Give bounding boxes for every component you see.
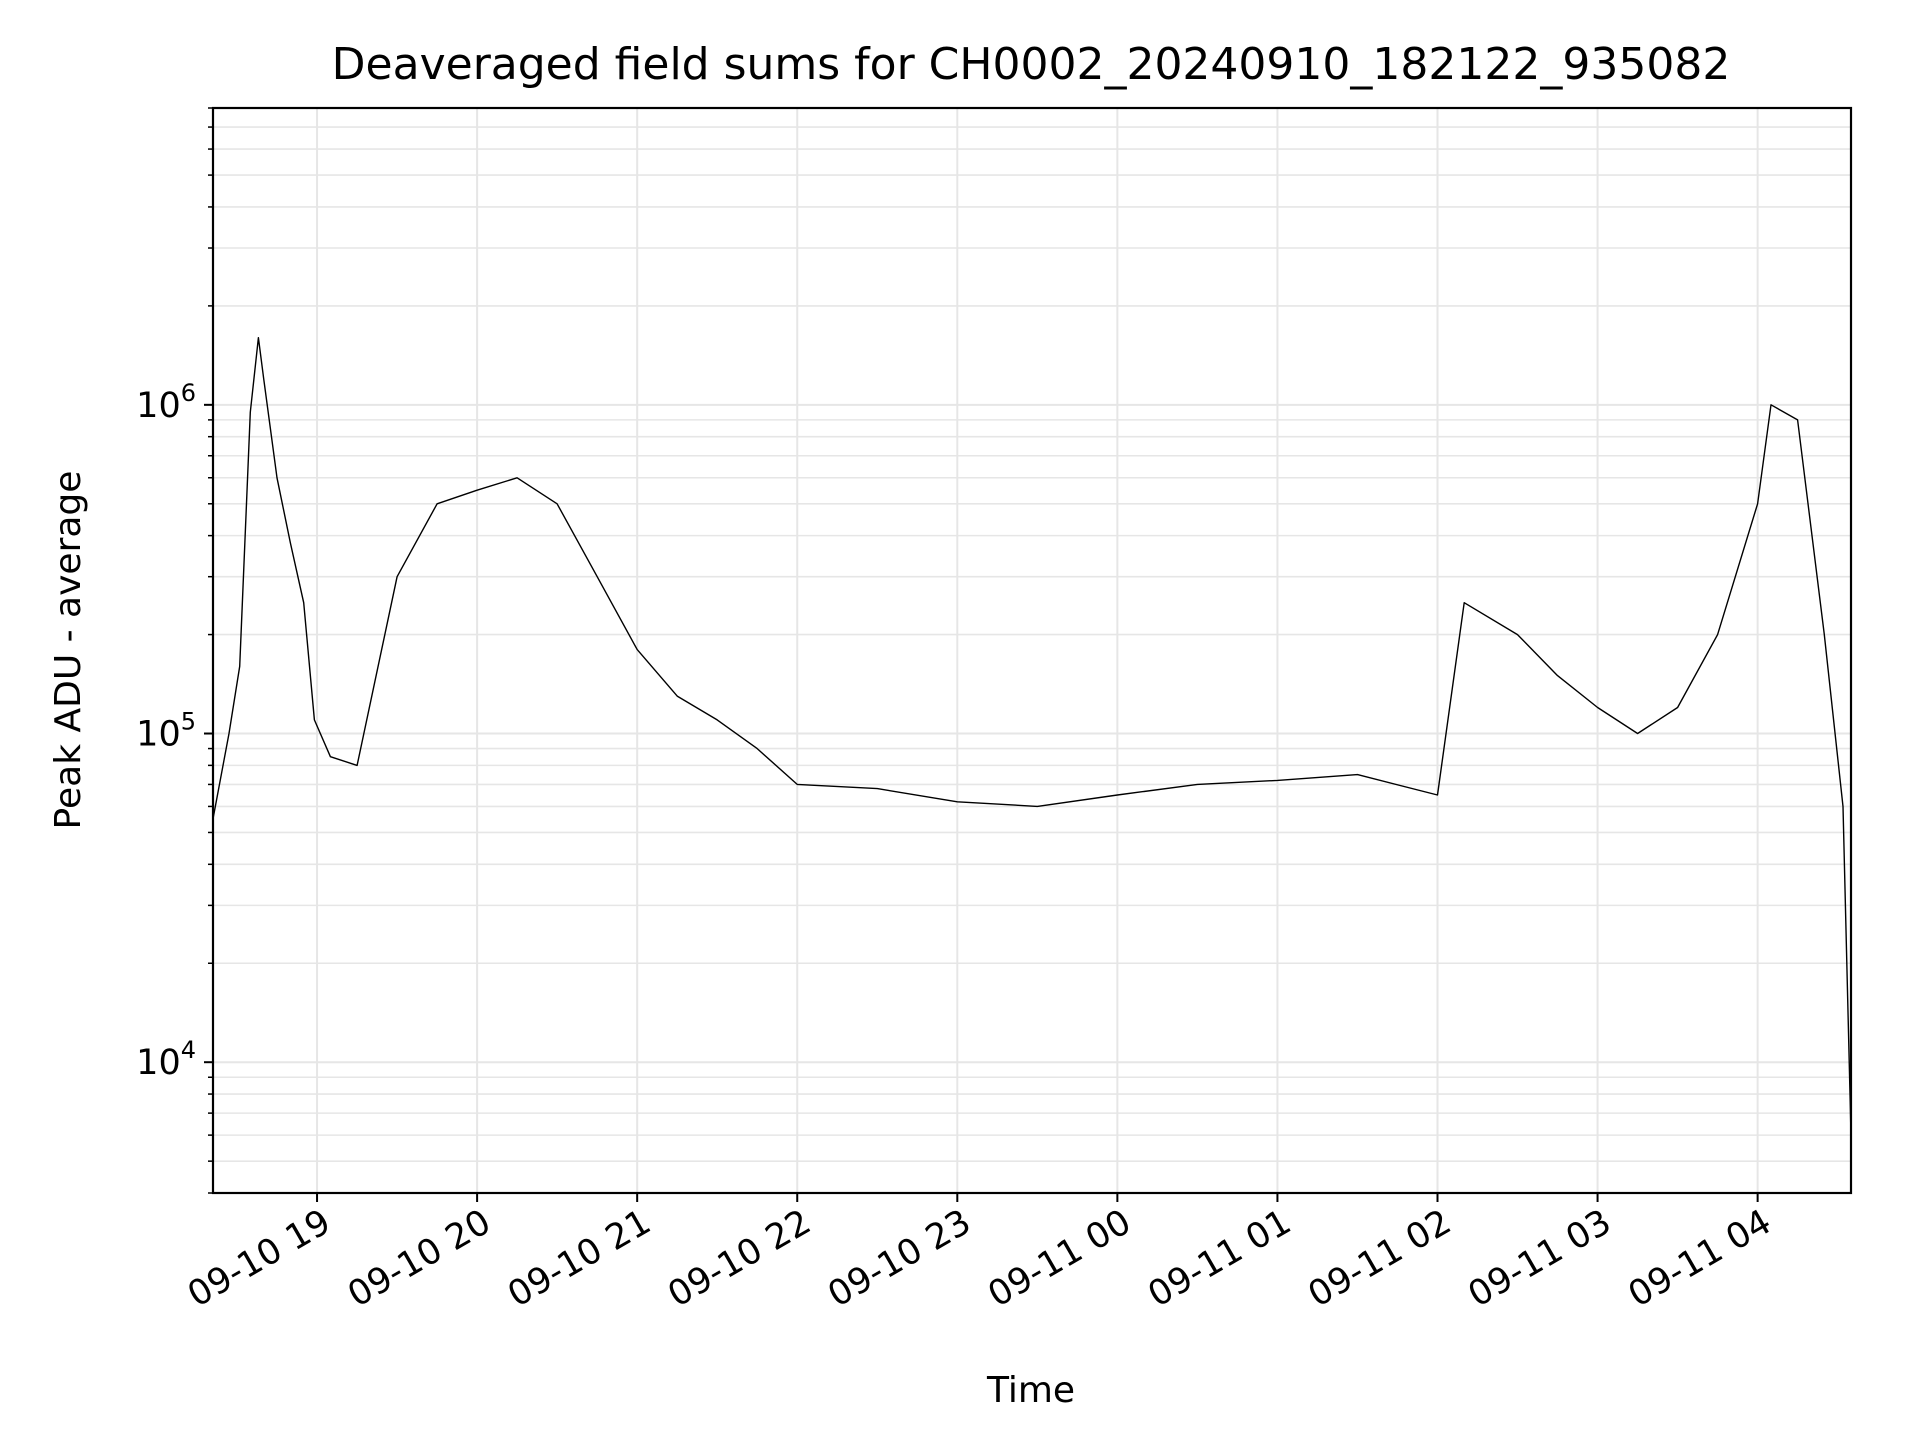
- y-tick-label: 105: [136, 708, 196, 755]
- series-line: [212, 337, 1852, 1136]
- y-tick-label-base: 10: [136, 386, 181, 426]
- y-tick-label-exponent: 4: [181, 1036, 196, 1064]
- y-tick-label: 104: [136, 1036, 196, 1083]
- x-axis-label: Time: [986, 1370, 1075, 1411]
- grid: [213, 107, 1851, 1194]
- chart-title: Deaveraged field sums for CH0002_2024091…: [332, 39, 1731, 90]
- y-tick-label-exponent: 6: [181, 379, 196, 407]
- plot-frame: [211, 106, 1853, 1195]
- y-tick-label-base: 10: [136, 715, 181, 755]
- y-axis-label: Peak ADU - average: [48, 471, 89, 830]
- y-tick-label-base: 10: [136, 1043, 181, 1083]
- data-layer: [212, 337, 1852, 1136]
- y-tick-label: 106: [136, 379, 196, 426]
- y-tick-label-exponent: 5: [181, 708, 196, 736]
